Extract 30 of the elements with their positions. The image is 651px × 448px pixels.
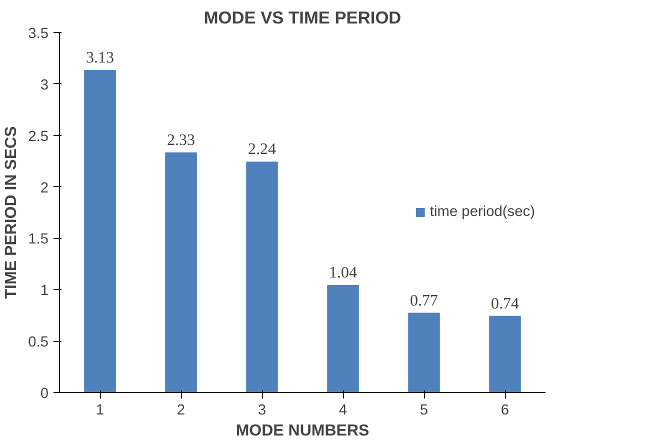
y-tick-label: 1.5	[28, 232, 48, 248]
bar	[489, 316, 521, 392]
y-tick-label: 3	[40, 77, 49, 94]
data-label: 0.74	[491, 295, 519, 312]
x-tick-label: 1	[96, 402, 104, 418]
x-axis-title: MODE NUMBERS	[236, 422, 370, 440]
x-tick-label: 3	[258, 402, 266, 418]
data-label: 3.13	[86, 50, 114, 67]
bar	[327, 285, 359, 392]
data-label: 1.04	[329, 264, 357, 282]
bar	[246, 162, 278, 392]
x-tick-label: 4	[338, 402, 348, 418]
x-tick-label: 2	[176, 402, 186, 418]
y-tick-label: 2	[40, 180, 49, 196]
y-axis-title: TIME PERIOD IN SECS	[3, 126, 20, 299]
x-tick-label: 5	[420, 402, 428, 418]
x-tick-label: 6	[500, 402, 510, 418]
bar	[408, 312, 440, 392]
y-tick-label: 0.5	[28, 334, 48, 351]
y-tick-label: 1	[40, 283, 49, 300]
data-label: 2.33	[167, 132, 195, 149]
bar	[84, 70, 116, 392]
y-tick-label: 0	[40, 386, 49, 402]
data-label: 0.77	[410, 292, 438, 310]
legend-label: time period(sec)	[430, 204, 535, 220]
chart-title: MODE VS TIME PERIOD	[204, 8, 402, 28]
bar	[165, 152, 197, 392]
data-label: 2.24	[248, 141, 276, 158]
y-tick-label: 2.5	[28, 128, 48, 145]
y-tick-label: 3.5	[28, 26, 48, 42]
